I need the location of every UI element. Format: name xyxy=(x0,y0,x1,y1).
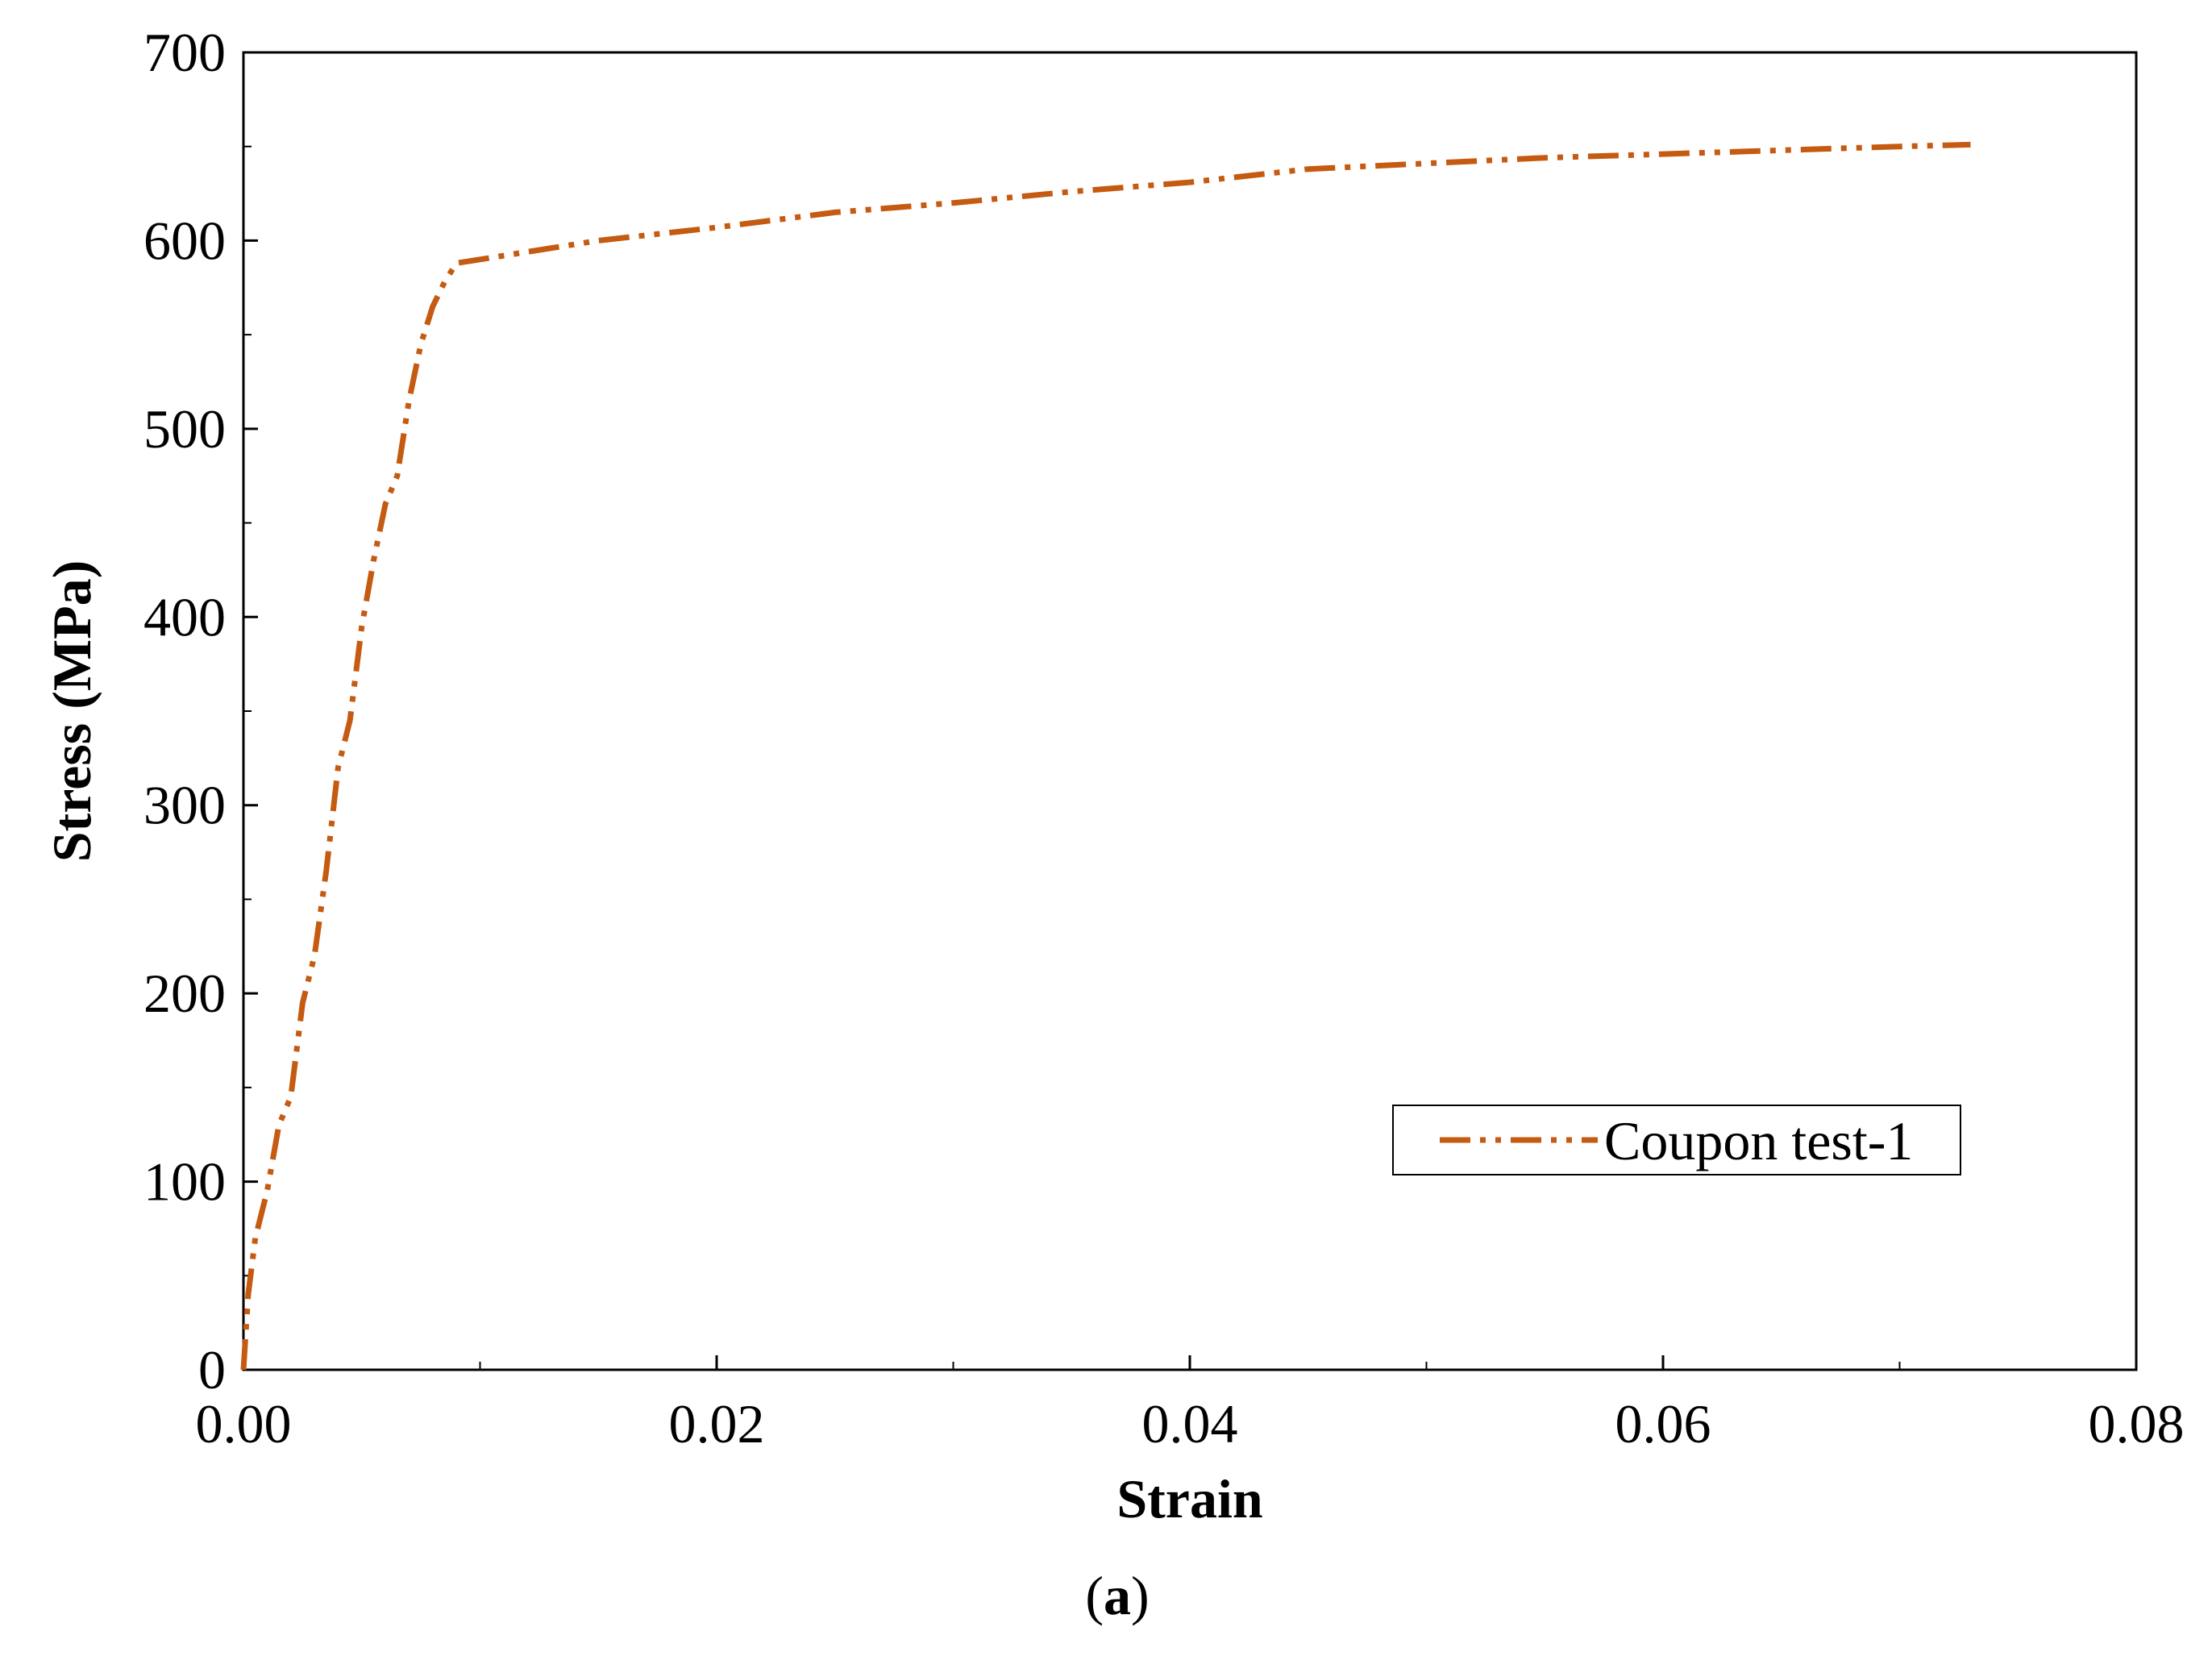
y-tick-label: 200 xyxy=(143,963,226,1024)
axis-tick-labels: 0.00 0.02 0.04 0.06 0.08 0 100 200 300 400 500 600 7… xyxy=(143,22,2185,1454)
y-tick-label: 400 xyxy=(143,586,226,647)
caption-close-paren: ) xyxy=(1131,1565,1150,1626)
figure-caption: (a) xyxy=(1085,1565,1149,1626)
axis-ticks xyxy=(242,51,2138,1371)
caption-open-paren: ( xyxy=(1085,1565,1104,1626)
caption-letter: a xyxy=(1104,1565,1131,1626)
legend: Coupon test-1 xyxy=(1392,1105,1961,1175)
y-tick-label: 600 xyxy=(143,210,226,271)
y-tick-label: 100 xyxy=(143,1151,226,1213)
y-tick-label: 700 xyxy=(143,22,226,83)
series-line xyxy=(240,141,1971,1371)
x-tick-label: 0.08 xyxy=(2089,1393,2185,1454)
y-tick-label: 0 xyxy=(198,1339,226,1400)
y-tick-label: 300 xyxy=(143,775,226,836)
x-tick-label: 0.06 xyxy=(1615,1393,1711,1454)
x-tick-label: 0.02 xyxy=(669,1393,765,1454)
legend-label: Coupon test-1 xyxy=(1604,1110,1913,1171)
y-tick-label: 500 xyxy=(143,398,226,460)
legend-box xyxy=(1392,1105,1961,1175)
x-tick-label: 0.04 xyxy=(1142,1393,1238,1454)
x-axis-title: Strain xyxy=(1116,1468,1262,1529)
x-tick-label: 0.00 xyxy=(196,1393,292,1454)
series-layer xyxy=(240,141,1971,1371)
y-axis-title: Stress (MPa) xyxy=(41,560,102,863)
